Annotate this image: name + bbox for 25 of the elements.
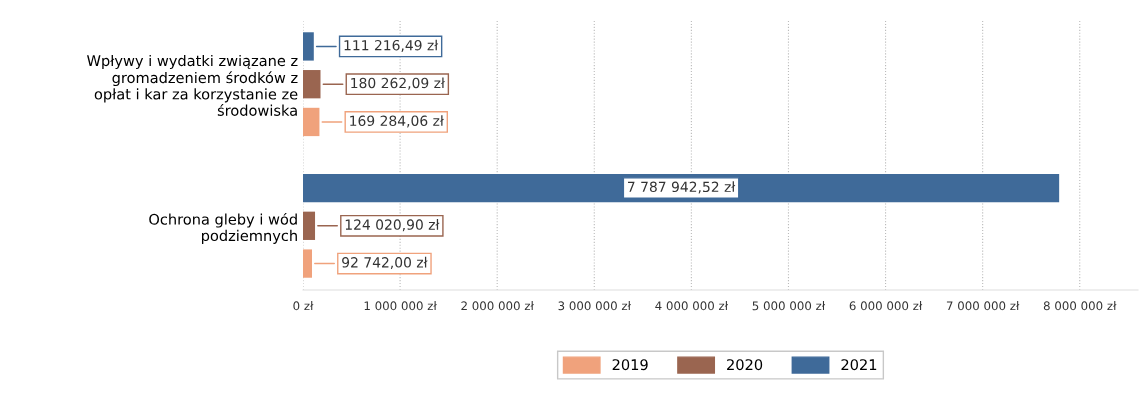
bar: [303, 211, 316, 240]
x-tick-label: 2 000 000 zł: [461, 301, 534, 311]
legend-label: 2020: [727, 359, 763, 371]
bar: [303, 107, 320, 137]
bar: [303, 70, 321, 99]
bar: [303, 249, 312, 278]
x-tick-label: 0 zł: [293, 301, 314, 311]
y-tick-label: Wpływy i wydatki związane z gromadzeniem środków z opłat i kar za korzystanie ze środowiska: [87, 54, 298, 116]
data-label: 7 787 942,52 zł: [628, 181, 736, 194]
x-tick-label: 1 000 000 zł: [364, 301, 437, 311]
data-label: 92 742,00 zł: [342, 256, 428, 270]
x-tick-label: 4 000 000 zł: [655, 301, 729, 311]
data-label: 124 020,90 zł: [345, 219, 440, 232]
x-tick-label: 3 000 000 zł: [558, 301, 631, 311]
legend-label: 2019: [612, 359, 648, 371]
x-tick-label: 8 000 000 zł: [1043, 301, 1117, 311]
bar: [303, 32, 314, 61]
x-tick-label: 7 000 000 zł: [946, 301, 1020, 311]
data-label: 169 284,06 zł: [350, 115, 444, 128]
data-label: 111 216,49 zł: [344, 39, 439, 52]
legend-label: 2021: [841, 359, 877, 371]
data-label: 180 262,09 zł: [351, 77, 445, 90]
x-tick-label: 5 000 000 zł: [752, 301, 826, 311]
y-tick-label: Ochrona gleby i wód podziemnych: [149, 212, 297, 244]
x-tick-label: 6 000 000 zł: [849, 301, 923, 311]
